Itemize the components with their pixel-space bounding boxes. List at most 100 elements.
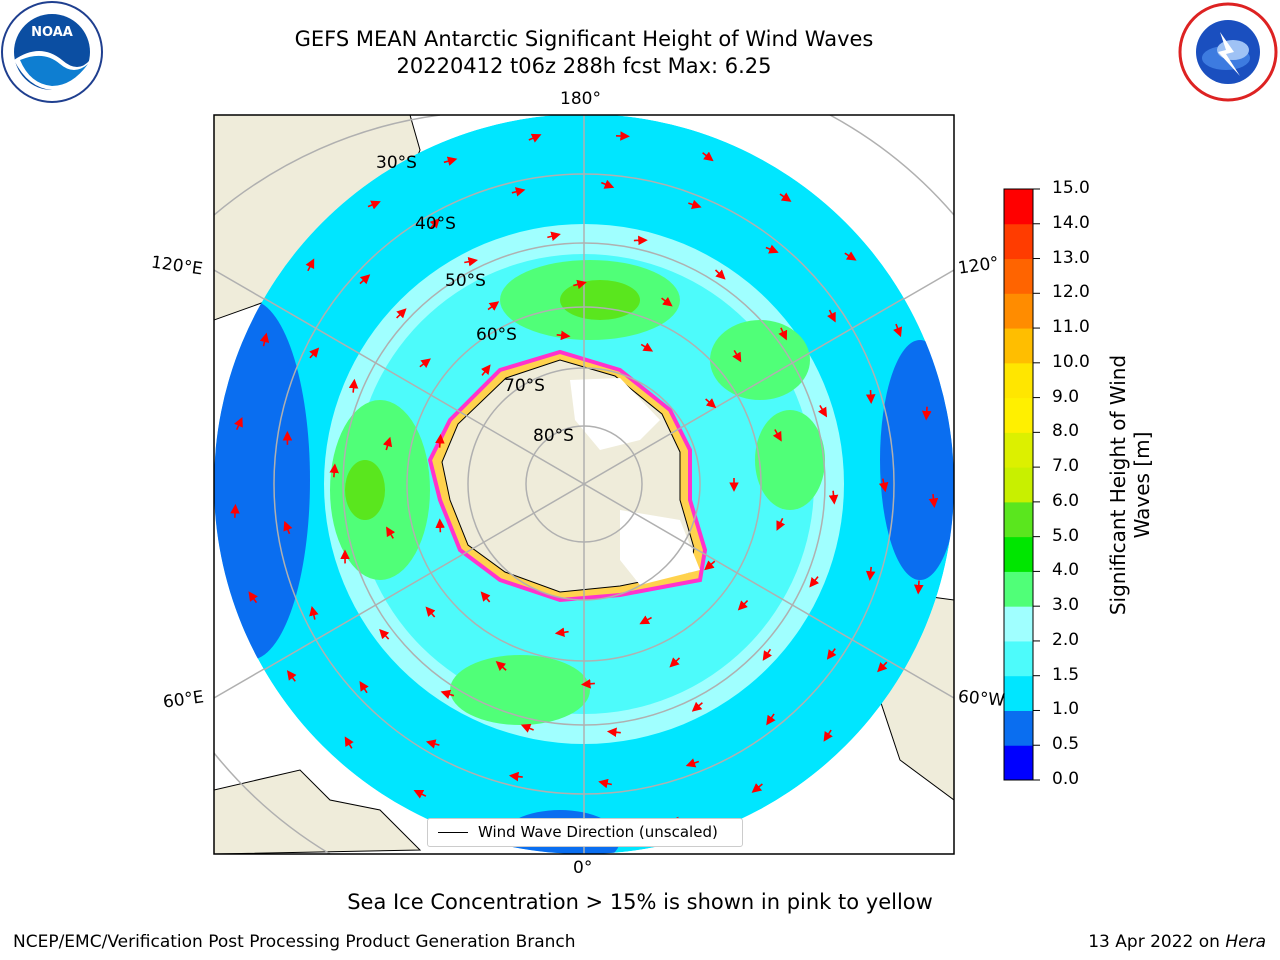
wind-wave-arrow <box>762 648 773 661</box>
colorbar-tick-label: 1.0 <box>1052 699 1080 720</box>
wind-wave-arrow <box>359 681 369 694</box>
colorbar-tick-label: 3.0 <box>1052 595 1080 616</box>
wind-wave-arrow <box>508 771 523 782</box>
nws-logo-icon <box>1178 2 1278 102</box>
legend-label: Wind Wave Direction (unscaled) <box>478 823 718 841</box>
wind-wave-arrow <box>688 199 702 209</box>
wind-wave-arrow <box>230 503 240 518</box>
wind-wave-arrow <box>520 723 534 733</box>
noaa-logo-text: NOAA <box>31 25 73 40</box>
wind-wave-arrow <box>776 517 786 531</box>
colorbar-segment <box>1004 432 1033 468</box>
wind-wave-arrow <box>817 405 828 418</box>
lon-label-180: 180° <box>560 89 601 109</box>
wind-wave-arrow <box>827 309 836 323</box>
wind-wave-arrow <box>765 244 779 254</box>
chart-subtitle: 20220412 t06z 288h fcst Max: 6.25 <box>396 54 772 78</box>
colorbar-segment <box>1004 640 1033 677</box>
wind-wave-arrow <box>286 670 297 682</box>
colorbar-segment <box>1004 467 1033 503</box>
wind-wave-arrow <box>547 231 561 241</box>
wind-wave-arrow <box>386 526 396 539</box>
footer-credit: NCEP/EMC/Verification Post Processing Pr… <box>13 932 576 952</box>
colorbar-tick-label: 15.0 <box>1052 178 1090 198</box>
wind-wave-arrow <box>309 347 320 359</box>
lon-label-0: 0° <box>573 858 593 878</box>
lat-label-30s: 30°S <box>376 153 417 173</box>
wind-wave-arrow <box>661 296 673 307</box>
colorbar-segment <box>1004 258 1033 294</box>
wind-wave-arrow <box>344 736 354 749</box>
legend-line-icon <box>438 832 468 833</box>
wind-wave-arrow <box>464 256 478 267</box>
wind-wave-arrow <box>878 478 889 493</box>
wind-wave-arrow <box>329 463 339 478</box>
wind-wave-arrow <box>556 330 571 341</box>
colorbar-label-line2: Waves [m] <box>1130 431 1154 539</box>
wind-wave-arrow <box>440 689 455 699</box>
lat-label-80s: 80°S <box>533 426 574 446</box>
wind-wave-arrow <box>751 783 763 793</box>
wind-wave-arrow <box>495 661 507 671</box>
wind-wave-arrow <box>382 436 393 451</box>
lat-label-40s: 40°S <box>415 214 456 234</box>
wind-wave-arrow <box>601 179 615 189</box>
wind-wave-arrow <box>732 349 742 363</box>
wind-wave-arrow <box>309 606 319 620</box>
wind-wave-arrow <box>598 778 612 789</box>
colorbar-tick-label: 1.5 <box>1052 664 1080 685</box>
colorbar-segment <box>1004 501 1033 538</box>
wind-wave-arrow <box>691 701 703 712</box>
wind-wave-arrow <box>615 131 630 141</box>
map-legend: Wind Wave Direction (unscaled) <box>427 818 743 847</box>
wind-wave-arrow <box>573 279 587 290</box>
colorbar-tick-label: 12.0 <box>1052 282 1090 303</box>
wind-wave-arrow <box>823 729 833 742</box>
wind-wave-arrow <box>928 494 939 508</box>
wind-wave-arrow <box>580 679 595 689</box>
wind-wave-arrow <box>283 520 293 535</box>
colorbar-segment <box>1004 328 1033 364</box>
colorbar-label: Significant Height of Wind Waves [m] <box>1106 315 1154 655</box>
wind-wave-arrow <box>704 560 716 571</box>
wind-wave-arrow <box>435 518 445 533</box>
africa-landmass <box>214 769 422 854</box>
wind-wave-arrow <box>877 661 888 673</box>
wind-wave-arrow <box>865 566 876 581</box>
wind-wave-arrow <box>367 200 381 210</box>
wind-wave-arrow <box>511 187 526 197</box>
colorbar-label-line1: Significant Height of Wind <box>1106 354 1130 616</box>
wind-wave-arrow <box>480 364 491 376</box>
chart-title: GEFS MEAN Antarctic Significant Height o… <box>294 27 874 51</box>
wind-wave-arrow <box>554 627 569 638</box>
wind-wave-arrow <box>844 251 857 261</box>
colorbar-segment <box>1004 571 1033 607</box>
colorbar-tick-label: 0.0 <box>1052 769 1080 789</box>
colorbar-tick-label: 0.5 <box>1052 734 1080 755</box>
wind-wave-arrow <box>379 628 390 640</box>
wind-wave-arrow <box>359 274 371 285</box>
sea-ice-note: Sea Ice Concentration > 15% is shown in … <box>347 890 933 914</box>
colorbar-tick-label: 13.0 <box>1052 247 1090 268</box>
wind-wave-arrow <box>234 416 243 431</box>
wind-wave-arrow <box>305 258 315 272</box>
wind-wave-arrow <box>826 648 837 660</box>
wind-wave-arrow <box>766 713 776 726</box>
wind-wave-arrow <box>702 151 714 162</box>
wind-wave-arrow <box>429 218 440 229</box>
wind-wave-arrow <box>865 389 876 404</box>
wind-wave-arrow <box>480 591 491 603</box>
colorbar-tick-label: 6.0 <box>1052 490 1080 511</box>
colorbar-tick-label: 5.0 <box>1052 525 1080 546</box>
lat-label-50s: 50°S <box>445 271 486 291</box>
colorbar-segment <box>1004 293 1033 329</box>
colorbar-segment <box>1004 397 1033 433</box>
colorbar-segment <box>1004 606 1033 642</box>
wind-wave-arrow <box>419 358 431 368</box>
footer-date-prefix: 13 Apr 2022 on <box>1088 932 1226 952</box>
wind-wave-arrow <box>913 580 924 595</box>
colorbar-tick-label: 9.0 <box>1052 386 1080 407</box>
footer-date: 13 Apr 2022 on Hera <box>1088 932 1266 952</box>
noaa-logo-icon: NOAA <box>1 1 103 103</box>
footer-host: Hera <box>1225 932 1266 952</box>
